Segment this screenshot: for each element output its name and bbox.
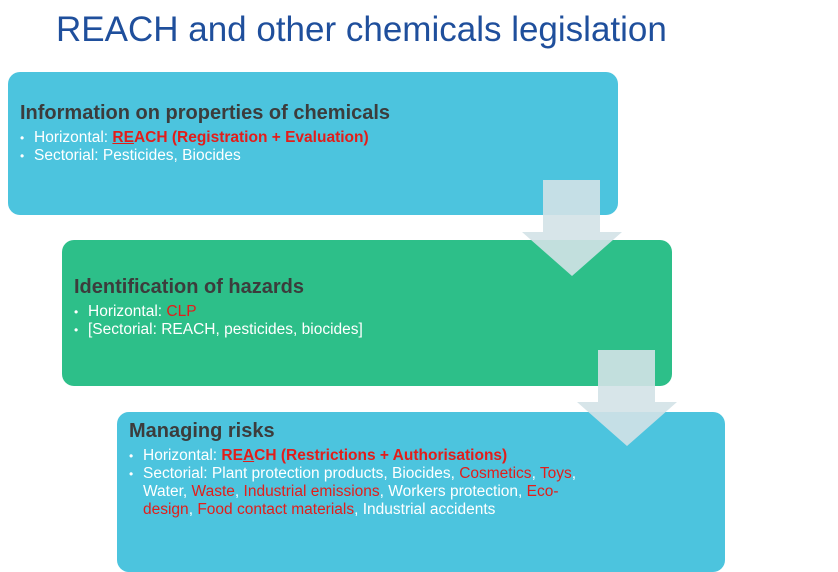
bullet-text: RE [221,447,243,464]
bullet-text: Industrial emissions [243,483,380,500]
bullet-text: Food contact materials [197,501,355,518]
bullet-text: CH (Restrictions + Authorisations) [254,447,508,464]
bullet-text: , [234,483,244,500]
bullet-text: RE [112,129,134,146]
bullet-text: Horizontal: [88,303,167,320]
bullet-text: Eco-design [143,483,559,518]
stage-heading: Managing risks [129,420,275,442]
bullet-text: , Industrial accidents [354,501,496,518]
bullet-text: ACH (Registration + Evaluation) [133,129,369,146]
bullet-text: Sectorial: Plant protection products, Bi… [143,465,460,482]
bullet-text: Sectorial: Pesticides, Biocides [34,147,241,164]
bullet-text: , Workers protection, [379,483,527,500]
bullet-text: Waste [191,483,235,500]
bullet-text: Cosmetics [459,465,532,482]
bullet-text: A [242,447,255,464]
bullet-text: Horizontal: [34,129,113,146]
bullet: Horizontal: REACH (Registration + Evalua… [20,129,604,147]
bullet: Sectorial: Plant protection products, Bi… [129,465,583,519]
slide: {"title": "REACH and other chemicals leg… [0,0,838,550]
slide-title: REACH and other chemicals legislation [56,10,667,49]
bullet-text: CLP [166,303,197,320]
stage-box: Information on properties of chemicals Ho… [8,72,618,215]
bullet-text: Horizontal: [143,447,222,464]
bullet: [Sectorial: REACH, pesticides, biocides] [74,321,658,339]
bullet: Sectorial: Pesticides, Biocides [20,147,604,165]
bullet-text: [Sectorial: REACH, pesticides, biocides] [88,321,363,338]
bullet-text: , [188,501,198,518]
stage-heading: Identification of hazards [74,276,305,298]
bullet: Horizontal: REACH (Restrictions + Author… [129,447,583,465]
bullet-text: , [531,465,540,482]
bullet-text: Toys [539,465,572,482]
bullet-text: , Water, [143,465,577,500]
bullet: Horizontal: CLP [74,303,658,321]
stage-box: Identification of hazards Horizontal: CLP… [62,240,672,386]
stage-box: Managing risks Horizontal: REACH (Restric… [117,412,725,572]
stage-heading: Information on properties of chemicals [20,102,391,124]
